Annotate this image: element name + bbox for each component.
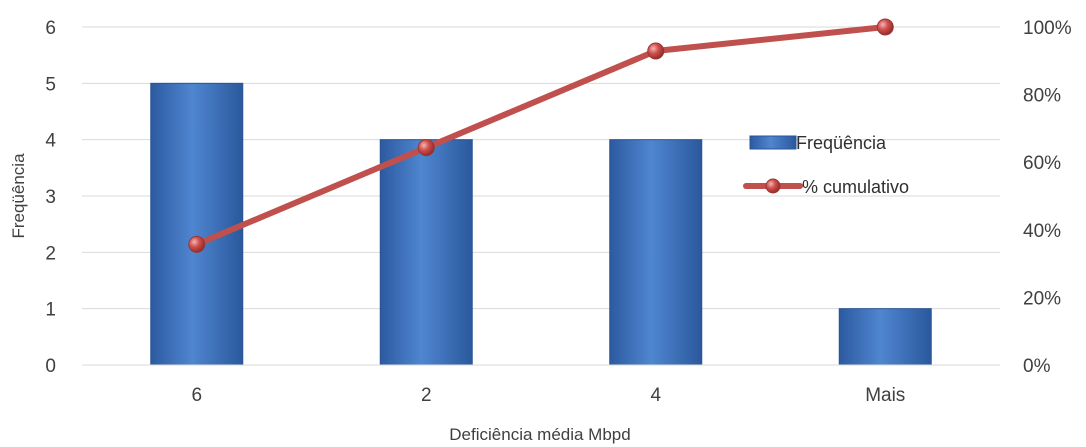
y-tick-label: 1 — [45, 300, 56, 321]
y-axis-left: 0 1 2 3 4 5 6 — [45, 18, 56, 377]
y2-tick-label: 0% — [1023, 356, 1051, 377]
legend-bar-swatch — [749, 135, 797, 150]
y-tick-label: 5 — [45, 74, 56, 95]
cumulative-point — [647, 42, 665, 60]
y2-tick-label: 80% — [1023, 86, 1061, 107]
legend-line-label: % cumulativo — [802, 177, 909, 197]
x-tick-label: 4 — [650, 385, 661, 406]
legend: Freqüência % cumulativo — [743, 133, 909, 197]
bar — [838, 308, 932, 366]
y2-tick-label: 20% — [1023, 288, 1061, 309]
y-tick-label: 4 — [45, 131, 56, 152]
y-axis-title: Freqüência — [9, 153, 28, 239]
bar — [150, 82, 244, 366]
legend-bar-label: Freqüência — [796, 133, 887, 153]
bar — [379, 139, 473, 366]
cumulative-series — [188, 18, 894, 253]
y-tick-label: 6 — [45, 18, 56, 39]
bar-series — [150, 82, 932, 366]
y2-tick-label: 60% — [1023, 153, 1061, 174]
y-tick-label: 0 — [45, 356, 56, 377]
cumulative-point — [417, 139, 435, 157]
x-axis: 6 2 4 Mais — [82, 364, 1000, 406]
bar — [609, 139, 703, 366]
legend-line-marker — [765, 178, 781, 194]
y-tick-label: 3 — [45, 187, 56, 208]
cumulative-point — [188, 235, 206, 253]
x-tick-label: 6 — [191, 385, 202, 406]
x-axis-title: Deficiência média Mbpd — [449, 425, 630, 444]
y2-tick-label: 40% — [1023, 221, 1061, 242]
y2-tick-label: 100% — [1023, 18, 1072, 39]
x-tick-label: Mais — [865, 385, 905, 406]
cumulative-point — [876, 18, 894, 36]
x-tick-label: 2 — [421, 385, 432, 406]
cumulative-line — [193, 24, 889, 248]
y-axis-right: 0% 20% 40% 60% 80% 100% — [1023, 18, 1072, 377]
y-tick-label: 2 — [45, 243, 56, 264]
